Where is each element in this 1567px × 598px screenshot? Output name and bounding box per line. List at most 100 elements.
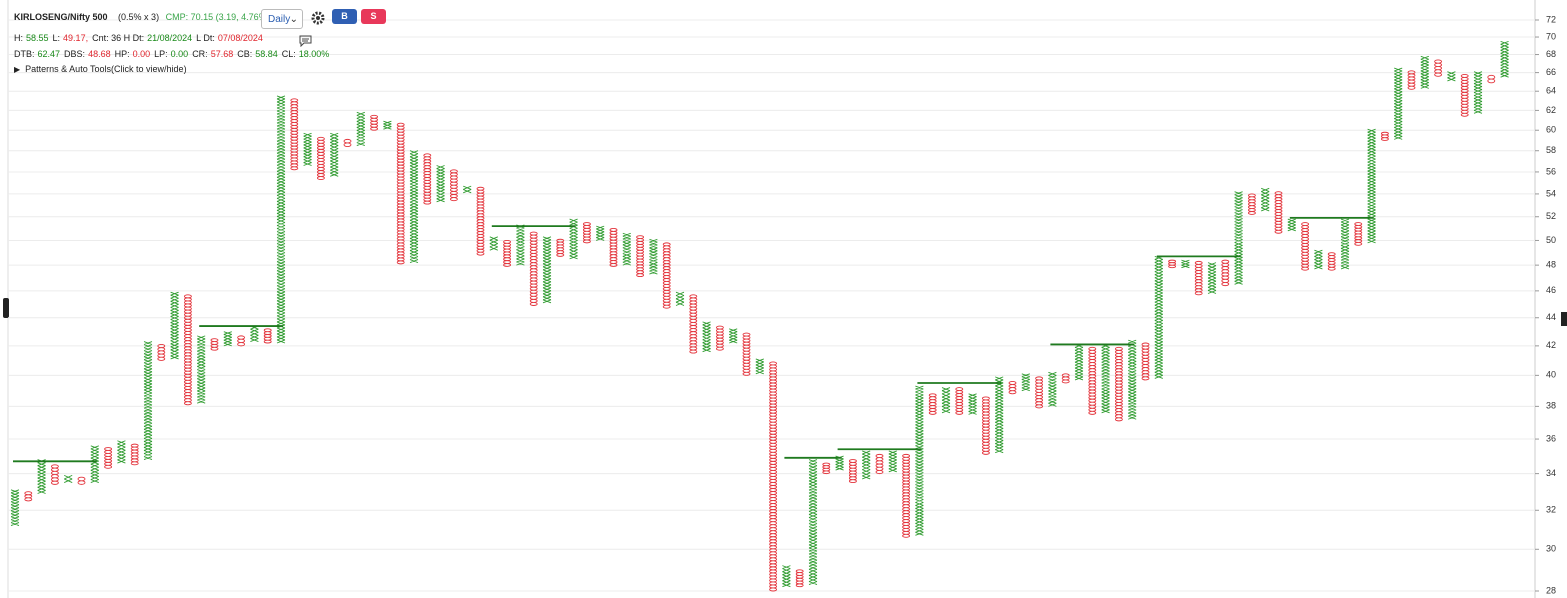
o-column [449, 169, 458, 202]
o-column [769, 361, 778, 592]
interval[interactable]: Daily [268, 14, 291, 25]
o-column [130, 443, 139, 466]
y-tick-label: 70 [1546, 31, 1556, 41]
y-tick-label: 32 [1546, 505, 1556, 515]
x-column [755, 358, 764, 375]
o-column [1487, 74, 1496, 84]
x-column [1207, 262, 1217, 294]
x-column [330, 132, 339, 177]
o-column [875, 453, 884, 475]
o-column [556, 238, 565, 257]
sell-button[interactable]: S [361, 9, 386, 24]
o-column [316, 136, 325, 180]
stat-label: CB: [237, 49, 253, 59]
o-column [210, 338, 219, 351]
x-column [596, 225, 605, 241]
settings-icon[interactable] [311, 11, 325, 25]
x-column [1340, 218, 1350, 270]
x-column [622, 232, 631, 266]
o-column [1380, 131, 1389, 141]
o-column [396, 122, 405, 265]
y-tick-label: 36 [1546, 433, 1556, 443]
x-column [409, 150, 419, 264]
stat-value: 18.00% [298, 49, 330, 59]
o-column [715, 325, 724, 351]
y-tick-label: 28 [1546, 585, 1556, 595]
o-column [476, 186, 485, 256]
y-tick-label: 58 [1546, 145, 1556, 155]
x-column [1447, 71, 1456, 82]
y-tick-label: 54 [1546, 188, 1556, 198]
stats-row: H: 58.55 L: 49.17, Cnt: 36 H Dt: 21/08/2024 L … [14, 33, 267, 43]
box-size: (0.5% x 3) [118, 12, 160, 22]
o-column [742, 332, 751, 376]
buy-button[interactable]: B [332, 9, 357, 24]
x-column [1314, 249, 1323, 270]
patterns-label[interactable]: Patterns & Auto Tools(Click to view/hide… [25, 64, 187, 74]
o-column [529, 231, 538, 306]
o-column [1221, 259, 1230, 287]
x-column [276, 95, 286, 344]
right-handle [1561, 312, 1567, 326]
x-column [10, 489, 20, 526]
o-column [1460, 73, 1469, 117]
x-column [1261, 187, 1270, 212]
o-column [1434, 59, 1443, 77]
x-column [90, 445, 99, 483]
o-column [1061, 373, 1070, 384]
y-tick-label: 72 [1546, 14, 1556, 24]
x-column [117, 440, 126, 464]
y-tick-label: 48 [1546, 260, 1556, 270]
title-row: KIRLOSENG/Nifty 500 (0.5% x 3) CMP: 70.1… [14, 12, 270, 22]
y-tick-label: 60 [1546, 125, 1556, 135]
x-column [197, 335, 206, 404]
x-column [782, 565, 791, 588]
stat-label: LP: [154, 49, 168, 59]
o-column [263, 328, 272, 344]
stat-value: 07/08/2024 [217, 33, 263, 43]
y-tick-label: 40 [1546, 370, 1556, 380]
stat-value: 21/08/2024 [147, 33, 193, 43]
x-column [702, 321, 711, 353]
patterns-toggle[interactable]: ▶ Patterns & Auto Tools(Click to view/hid… [14, 64, 187, 74]
comment-icon[interactable] [299, 35, 312, 47]
x-column [808, 459, 818, 585]
x-column [1287, 218, 1296, 232]
x-column [542, 236, 552, 304]
x-column [941, 387, 951, 414]
y-tick-label: 38 [1546, 401, 1556, 411]
o-column [1114, 346, 1123, 422]
o-column [795, 569, 804, 588]
o-column [928, 393, 937, 415]
o-column [1141, 342, 1150, 381]
stat-label: Cnt: 36 H Dt: [92, 33, 145, 43]
stat-value: 58.84 [255, 49, 278, 59]
o-column [1354, 222, 1363, 246]
o-column [423, 153, 432, 205]
stat-label: HP: [114, 49, 130, 59]
x-column [1048, 371, 1057, 407]
stat-label: DBS: [64, 49, 86, 59]
y-tick-label: 42 [1546, 340, 1556, 350]
x-column [1500, 40, 1509, 78]
o-column [955, 387, 964, 415]
x-column [223, 331, 232, 347]
stat-value: 62.47 [37, 49, 61, 59]
stat-value: 0.00 [132, 49, 151, 59]
cmp: CMP: 70.15 (3.19, 4.76%) [165, 12, 270, 22]
x-column [675, 291, 685, 306]
y-tick-label: 68 [1546, 49, 1556, 59]
stat-label: CR: [192, 49, 208, 59]
x-column [995, 376, 1004, 454]
o-column [1088, 346, 1097, 415]
x-column [1394, 67, 1403, 140]
stat-label: DTB: [14, 49, 35, 59]
stats-row: DTB: 62.47 DBS: 48.68 HP: 0.00 LP: 0.00 CR: 57.68… [14, 49, 333, 59]
left-handle [3, 298, 9, 318]
interval-select[interactable]: Daily ⌄ [261, 9, 303, 29]
o-column [662, 242, 671, 309]
x-column [64, 474, 73, 483]
x-column [1181, 259, 1190, 269]
x-column [463, 185, 472, 194]
y-tick-label: 44 [1546, 312, 1556, 322]
